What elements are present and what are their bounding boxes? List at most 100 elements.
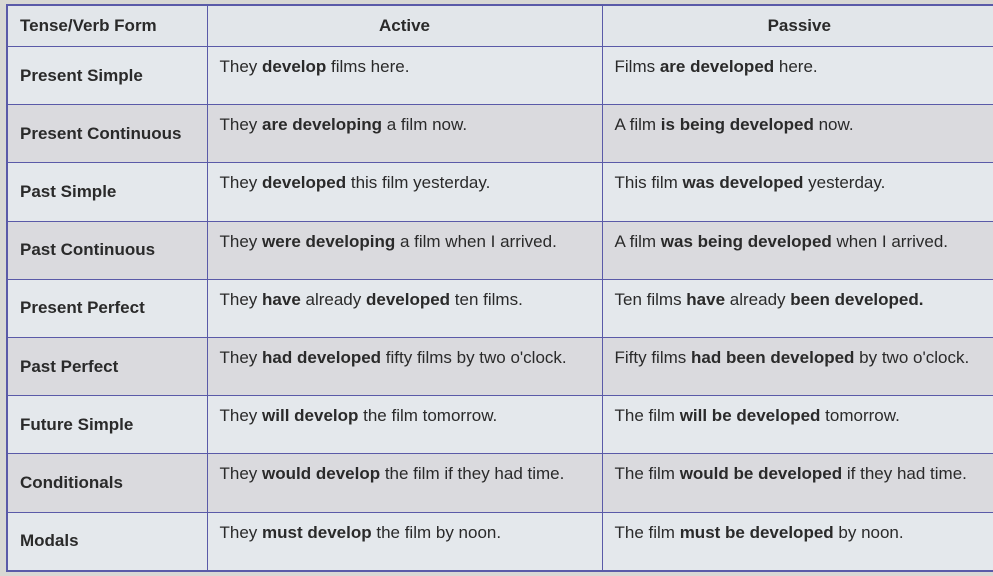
row-label: Present Continuous [7,105,207,163]
row-label: Past Perfect [7,337,207,395]
text-bold: must develop [262,523,372,542]
table-row: ModalsThey must develop the film by noon… [7,512,993,571]
table-body: Present SimpleThey develop films here.Fi… [7,47,993,572]
text-post: now. [814,115,854,134]
row-label: Modals [7,512,207,571]
text-pre: They [220,406,263,425]
text-post: if they had time. [842,464,967,483]
text-bold: have [686,290,725,309]
text-post: a film when I arrived. [395,232,557,251]
text-bold: developed [262,173,346,192]
text-bold: are developed [660,57,774,76]
page-wrap: Tense/Verb Form Active Passive Present S… [0,0,993,576]
header-active: Active [207,5,602,47]
cell-passive: Fifty films had been developed by two o'… [602,337,993,395]
text-bold: was developed [683,173,804,192]
text-post: tomorrow. [820,406,899,425]
text-post: films here. [326,57,409,76]
cell-active: They were developing a film when I arriv… [207,221,602,279]
table-row: Present PerfectThey have already develop… [7,279,993,337]
text-post: the film if they had time. [380,464,564,483]
table-row: ConditionalsThey would develop the film … [7,454,993,512]
cell-active: They must develop the film by noon. [207,512,602,571]
cell-passive: Films are developed here. [602,47,993,105]
cell-passive: The film would be developed if they had … [602,454,993,512]
header-row: Tense/Verb Form Active Passive [7,5,993,47]
tense-table: Tense/Verb Form Active Passive Present S… [6,4,993,572]
text-pre: Ten films [615,290,687,309]
text-pre: They [220,523,263,542]
cell-passive: The film will be developed tomorrow. [602,396,993,454]
text-bold2: developed [366,290,450,309]
text-pre: They [220,464,263,483]
text-bold: had developed [262,348,381,367]
table-row: Past PerfectThey had developed fifty fil… [7,337,993,395]
text-post: the film tomorrow. [358,406,497,425]
cell-active: They are developing a film now. [207,105,602,163]
cell-passive: The film must be developed by noon. [602,512,993,571]
row-label: Past Continuous [7,221,207,279]
text-pre: The film [615,464,680,483]
text-post: by noon. [834,523,904,542]
text-pre: This film [615,173,683,192]
text-post: the film by noon. [372,523,501,542]
text-post: fifty films by two o'clock. [381,348,567,367]
table-row: Present ContinuousThey are developing a … [7,105,993,163]
text-pre: They [220,57,263,76]
row-label: Conditionals [7,454,207,512]
row-label: Present Simple [7,47,207,105]
table-row: Past SimpleThey developed this film yest… [7,163,993,221]
row-label: Future Simple [7,396,207,454]
text-pre: They [220,115,263,134]
text-post: ten films. [450,290,523,309]
text-bold: were developing [262,232,395,251]
table-row: Past ContinuousThey were developing a fi… [7,221,993,279]
text-bold: are developing [262,115,382,134]
cell-active: They would develop the film if they had … [207,454,602,512]
text-post: by two o'clock. [854,348,969,367]
text-pre: Fifty films [615,348,692,367]
cell-passive: A film was being developed when I arrive… [602,221,993,279]
text-bold: had been developed [691,348,854,367]
table-row: Future SimpleThey will develop the film … [7,396,993,454]
text-bold: must be developed [680,523,834,542]
text-pre: Films [615,57,660,76]
cell-active: They will develop the film tomorrow. [207,396,602,454]
text-bold: would develop [262,464,380,483]
text-bold: develop [262,57,326,76]
text-bold: was being developed [661,232,832,251]
text-mid: already [301,290,366,309]
header-passive: Passive [602,5,993,47]
text-pre: The film [615,406,680,425]
header-tense: Tense/Verb Form [7,5,207,47]
cell-passive: A film is being developed now. [602,105,993,163]
text-bold: will develop [262,406,358,425]
row-label: Past Simple [7,163,207,221]
text-pre: A film [615,115,661,134]
text-post: this film yesterday. [346,173,490,192]
table-row: Present SimpleThey develop films here.Fi… [7,47,993,105]
cell-active: They develop films here. [207,47,602,105]
text-bold: would be developed [680,464,842,483]
text-pre: They [220,173,263,192]
text-post: yesterday. [803,173,885,192]
text-pre: They [220,348,263,367]
cell-passive: This film was developed yesterday. [602,163,993,221]
text-pre: They [220,290,263,309]
cell-active: They have already developed ten films. [207,279,602,337]
text-post: a film now. [382,115,467,134]
text-bold: have [262,290,301,309]
text-bold: is being developed [661,115,814,134]
cell-passive: Ten films have already been developed. [602,279,993,337]
text-bold2: been developed. [790,290,923,309]
row-label: Present Perfect [7,279,207,337]
text-bold: will be developed [680,406,821,425]
cell-active: They had developed fifty films by two o'… [207,337,602,395]
text-mid: already [725,290,790,309]
cell-active: They developed this film yesterday. [207,163,602,221]
text-pre: The film [615,523,680,542]
text-pre: A film [615,232,661,251]
text-post: when I arrived. [832,232,948,251]
text-post: here. [774,57,817,76]
text-pre: They [220,232,263,251]
